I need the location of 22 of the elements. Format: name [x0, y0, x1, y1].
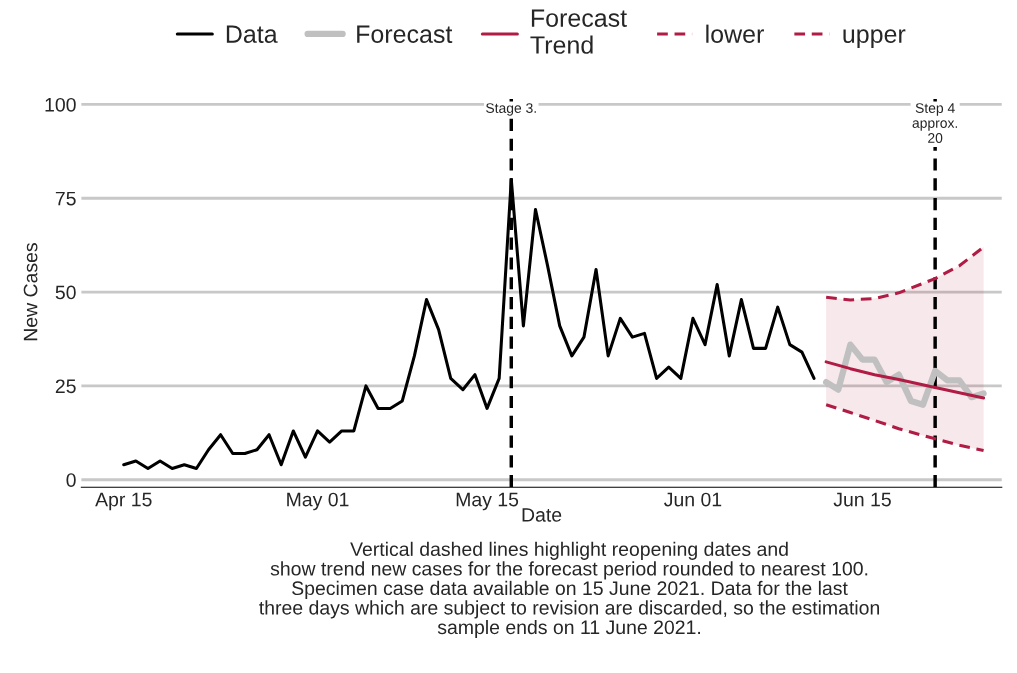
y-tick-label: 0	[66, 473, 76, 487]
legend-label: upper	[843, 29, 906, 48]
y-tick-label: 25	[55, 379, 76, 394]
text: Vertical dashed lines highlight reopening dates and show trend new cases for the forecast period rounded to nearest 100. Specimen case data available on 15 June 2021. Data for the last three days which are subject to revision are discarded, so the estimation sample ends on 11 June 2021.	[259, 541, 880, 639]
x-tick-label: Apr 15	[95, 492, 152, 511]
ref-line-label: Step 4 approx. 20	[912, 103, 958, 143]
y-tick-label: 100	[45, 97, 76, 112]
x-tick-label: May 01	[287, 492, 349, 511]
y-axis-title: New Cases	[23, 243, 38, 341]
ref-line-label: Stage 3.	[486, 103, 536, 116]
line-series	[824, 403, 986, 452]
y-tick-label: 50	[55, 285, 76, 300]
x-tick-label: Jun 15	[833, 492, 891, 507]
y-tick-label: 75	[55, 191, 76, 206]
x-axis-title: Date	[522, 508, 562, 522]
legend-label: Forecast	[357, 25, 453, 43]
legend-label: lower	[706, 24, 764, 43]
x-tick-label: Jun 01	[664, 492, 722, 507]
line-series	[824, 360, 986, 400]
legend-label: Data	[226, 25, 278, 43]
x-tick-label: May 15	[456, 492, 519, 511]
legend-label: Forecast Trend	[530, 9, 627, 54]
